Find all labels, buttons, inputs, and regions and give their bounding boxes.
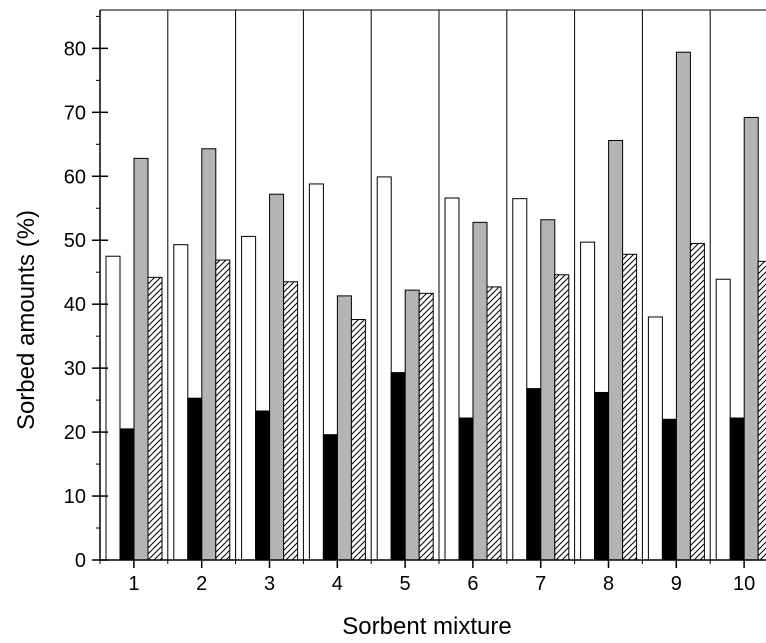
x-tick-label: 6	[467, 573, 478, 595]
bar-series-2-mixture-7	[526, 388, 542, 561]
bar-series-1-mixture-8	[580, 241, 596, 561]
y-tick-label: 30	[64, 358, 86, 380]
x-tick-label: 3	[264, 573, 275, 595]
y-tick-label: 10	[64, 486, 86, 508]
y-tick-label: 70	[64, 102, 86, 124]
bar-series-3-mixture-1	[133, 157, 149, 561]
x-tick-label: 5	[400, 573, 411, 595]
x-tick-label: 10	[733, 573, 755, 595]
bar-series-2-mixture-3	[255, 410, 271, 561]
bar-series-1-mixture-10	[715, 278, 731, 561]
bar-series-3-mixture-6	[472, 221, 488, 561]
y-tick-label: 60	[64, 166, 86, 188]
bar-series-4-mixture-2	[215, 259, 231, 561]
bar-series-1-mixture-3	[241, 235, 257, 561]
bar-series-2-mixture-10	[729, 417, 745, 561]
bar-series-4-mixture-8	[622, 253, 638, 561]
bar-series-3-mixture-9	[675, 51, 691, 561]
x-axis-title: Sorbent mixture	[342, 613, 511, 640]
y-tick-label: 40	[64, 294, 86, 316]
x-tick-label: 4	[332, 573, 343, 595]
bar-series-4-mixture-7	[554, 274, 570, 561]
bar-series-3-mixture-5	[404, 289, 420, 561]
y-tick-label: 0	[75, 550, 86, 572]
bar-series-2-mixture-8	[594, 391, 610, 561]
bar-series-1-mixture-2	[173, 244, 189, 561]
bar-series-3-mixture-7	[540, 219, 556, 561]
y-axis-title: Sorbed amounts (%)	[13, 210, 40, 430]
bar-series-2-mixture-1	[119, 428, 135, 561]
bar-series-4-mixture-10	[757, 260, 766, 561]
bar-series-3-mixture-8	[608, 139, 624, 561]
y-tick-label: 20	[64, 422, 86, 444]
bar-series-1-mixture-4	[308, 183, 324, 561]
bar-series-4-mixture-9	[689, 242, 705, 561]
bar-series-3-mixture-10	[743, 116, 759, 561]
bar-series-2-mixture-5	[390, 372, 406, 561]
bar-series-1-mixture-9	[647, 316, 663, 561]
bar-series-3-mixture-3	[269, 193, 285, 561]
bar-series-3-mixture-4	[336, 295, 352, 561]
x-tick-label: 8	[603, 573, 614, 595]
bar-series-2-mixture-4	[322, 434, 338, 561]
bar-series-1-mixture-1	[105, 255, 121, 561]
x-tick-label: 2	[196, 573, 207, 595]
x-tick-label: 7	[535, 573, 546, 595]
bar-series-2-mixture-9	[661, 418, 677, 561]
bar-series-3-mixture-2	[201, 148, 217, 561]
x-tick-label: 1	[128, 573, 139, 595]
bar-series-1-mixture-6	[444, 197, 460, 561]
bar-series-1-mixture-5	[376, 176, 392, 561]
bar-series-4-mixture-1	[147, 276, 163, 561]
bar-series-2-mixture-6	[458, 417, 474, 561]
x-tick-label: 9	[671, 573, 682, 595]
bar-series-2-mixture-2	[187, 397, 203, 561]
bar-series-1-mixture-7	[512, 198, 528, 561]
bar-series-4-mixture-4	[350, 319, 366, 561]
bar-series-4-mixture-5	[418, 292, 434, 561]
y-tick-label: 80	[64, 38, 86, 60]
bar-series-4-mixture-6	[486, 286, 502, 561]
y-tick-label: 50	[64, 230, 86, 252]
bar-series-4-mixture-3	[283, 281, 299, 561]
